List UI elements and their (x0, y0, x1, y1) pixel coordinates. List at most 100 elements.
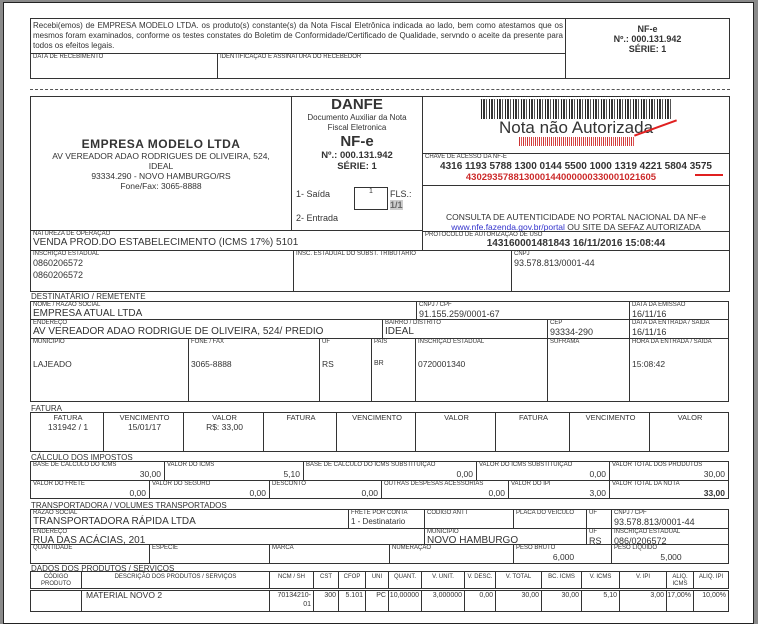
danfe-saida: 1- Saída (296, 189, 331, 199)
transp-cnpj: CNPJ / CPF 93.578.813/0001-44 (611, 509, 729, 529)
dest-section-title: DESTINATÁRIO / REMETENTE (31, 292, 146, 301)
protocolo-box: PROTOCOLO DE AUTORIZAÇÃO DE USO 14316000… (422, 231, 730, 251)
dest-hora-value: 15:08:42 (632, 359, 666, 369)
product-cell: 5,10 (581, 590, 620, 612)
column-header[interactable]: ALIQ. IPI (693, 571, 729, 589)
product-cell: 5.101 (338, 590, 366, 612)
product-cell: MATERIAL NOVO 2 (81, 590, 270, 612)
tax-cell-value: 30,00 (139, 469, 161, 479)
column-header[interactable]: ALIQ. ICMS (666, 571, 694, 589)
status-not-authorized: Nota não Autorizada (498, 118, 654, 137)
product-cell (30, 590, 82, 612)
tax-cell-label: VALOR TOTAL DA NOTA (612, 481, 680, 487)
tax-cell: VALOR DO FRETE 0,00 (30, 480, 150, 499)
dest-uf: UF RS (319, 338, 372, 402)
fatura-cell-label: FATURA (53, 413, 83, 422)
tax-cell: OUTRAS DESPESAS ACESSÓRIAS 0,00 (381, 480, 509, 499)
tax-cell-label: VALOR DO ICMS SUBSTITUIÇÃO (479, 462, 573, 468)
product-cell: 30,00 (495, 590, 542, 612)
ie-field: INSCRIÇÃO ESTADUAL 0860206572 0860206572 (30, 250, 294, 292)
dest-ie: INSCRIÇÃO ESTADUAL 0720001340 (415, 338, 548, 402)
natureza-label: NATUREZA DE OPERAÇÃO (33, 231, 111, 237)
dest-bairro-label: BAIRRO / DISTRITO (385, 320, 441, 326)
receipt-signature-field[interactable]: IDENTIFICAÇÃO E ASSINATURA DO RECEBEDOR (217, 53, 566, 79)
tax-cell: BASE DE CÁLCULO DO ICMS SUBSTITUIÇÃO 0,00 (303, 461, 477, 481)
dest-cnpj-value: 91.155.259/0001-67 (419, 309, 500, 319)
tax-cell-label: BASE DE CÁLCULO DO ICMS SUBSTITUIÇÃO (306, 462, 436, 468)
tax-cell-label: DESCONTO (272, 481, 306, 487)
fatura-cell: FATURA (263, 412, 337, 452)
column-header[interactable]: BC. ICMS (541, 571, 582, 589)
receipt-date-label: DATA DE RECEBIMENTO (33, 54, 104, 60)
transp-placa-label: PLACA DO VEÍCULO (516, 510, 575, 516)
transp-bruto-label: PESO BRUTO (516, 545, 556, 551)
dest-municipio-label: MUNICÍPIO (33, 339, 65, 345)
fatura-cell-label: VENCIMENTO (119, 413, 170, 422)
danfe-subtitle: Documento Auxiliar da Nota Fiscal Eletro… (307, 113, 407, 132)
dest-ie-value: 0720001340 (418, 359, 466, 369)
tax-cell-value: 0,00 (361, 488, 378, 498)
receipt-date-field[interactable]: DATA DE RECEBIMENTO (30, 53, 218, 79)
transp-uf: UF (586, 509, 612, 529)
column-header[interactable]: CST (313, 571, 339, 589)
transp-bruto-value: 6,000 (552, 552, 575, 562)
column-header[interactable]: CÓDIGO PRODUTO (30, 571, 82, 589)
cnpj-value: 93.578.813/0001-44 (514, 258, 595, 268)
column-header[interactable]: CFOP (338, 571, 366, 589)
product-cell: 17,00% (666, 590, 694, 612)
dest-entrada-label: DATA DA ENTRADA / SAÍDA (632, 320, 710, 326)
fatura-cell-label: VALOR (677, 413, 703, 422)
column-header[interactable]: QUANT. (388, 571, 422, 589)
danfe-title: DANFE (331, 96, 383, 113)
tax-cell: VALOR TOTAL DOS PRODUTOS 30,00 (609, 461, 729, 481)
transp-uf2-label: UF (589, 529, 597, 535)
tax-cell: DESCONTO 0,00 (269, 480, 382, 499)
column-header[interactable]: V. IPI (619, 571, 667, 589)
receipt-signature-label: IDENTIFICAÇÃO E ASSINATURA DO RECEBEDOR (220, 54, 362, 60)
dest-bairro: BAIRRO / DISTRITO IDEAL (382, 319, 548, 339)
tax-cell: BASE DE CÁLCULO DO ICMS 30,00 (30, 461, 165, 481)
transp-placa: PLACA DO VEÍCULO (513, 509, 587, 529)
transp-razao-value: TRANSPORTADORA RÁPIDA LTDA (33, 516, 196, 527)
column-header[interactable]: UNI (365, 571, 389, 589)
transp-razao-label: RAZÃO SOCIAL (33, 510, 78, 516)
fatura-cell-label: VENCIMENTO (352, 413, 402, 422)
danfe-fls-label: FLS.: (390, 189, 412, 199)
tax-cell-value: 0,00 (456, 469, 473, 479)
column-header[interactable]: V. DESC. (464, 571, 496, 589)
receipt-text-box: Recebi(emos) de EMPRESA MODELO LTDA. os … (30, 18, 566, 54)
natureza-field: NATUREZA DE OPERAÇÃO VENDA PROD.DO ESTAB… (30, 230, 423, 251)
transp-municipio: MUNICÍPIO NOVO HAMBURGO (424, 528, 587, 545)
column-header[interactable]: V. ICMS (581, 571, 620, 589)
ie-label: INSCRIÇÃO ESTADUAL (33, 251, 100, 257)
fatura-cell: VALOR (649, 412, 729, 452)
column-header[interactable]: V. TOTAL (495, 571, 542, 589)
dest-cnpj: CNPJ / CPF 91.155.259/0001-67 (416, 301, 630, 320)
column-header[interactable]: DESCRIÇÃO DOS PRODUTOS / SERVIÇOS (81, 571, 270, 589)
dest-uf-label: UF (322, 339, 330, 345)
tax-cell: VALOR TOTAL DA NOTA 33,00 (609, 480, 729, 499)
tax-cell-label: VALOR DO FRETE (33, 481, 85, 487)
transp-qtd: QUANTIDADE (30, 544, 150, 564)
tax-cell-value: 0,00 (589, 469, 606, 479)
dest-nome-value: EMPRESA ATUAL LTDA (33, 308, 143, 319)
product-cell: 10,00000 (388, 590, 422, 612)
column-header[interactable]: V. UNIT. (421, 571, 465, 589)
transp-municipio-value: NOVO HAMBURGO (427, 535, 519, 545)
access-key-label: CHAVE DE ACESSO DA NF-E (425, 154, 507, 160)
fatura-cell-label: VALOR (444, 413, 469, 422)
portal-link[interactable]: www.nfe.fazenda.gov.br/portal (451, 222, 565, 232)
consulta-rest: OU SITE DA SEFAZ AUTORIZADA (564, 222, 701, 232)
transp-section-title: TRANSPORTADORA / VOLUMES TRANSPORTADOS (31, 501, 227, 510)
dest-municipio-value: LAJEADO (33, 359, 72, 369)
fatura-cell: VALOR R$: 33,00 (183, 412, 264, 452)
transp-ie: INSCRIÇÃO ESTADUAL 086/0206572 (611, 528, 729, 545)
transp-especie: ESPÉCIE (149, 544, 270, 564)
product-cell: 10,00% (693, 590, 729, 612)
red-arrow-icon (695, 174, 723, 176)
barcode (481, 99, 671, 119)
dest-cep: CEP 93334-290 (547, 319, 630, 339)
dest-pais-value: BR (374, 360, 384, 367)
fatura-cell-value: 15/01/17 (127, 422, 162, 432)
column-header[interactable]: NCM / SH (269, 571, 314, 589)
